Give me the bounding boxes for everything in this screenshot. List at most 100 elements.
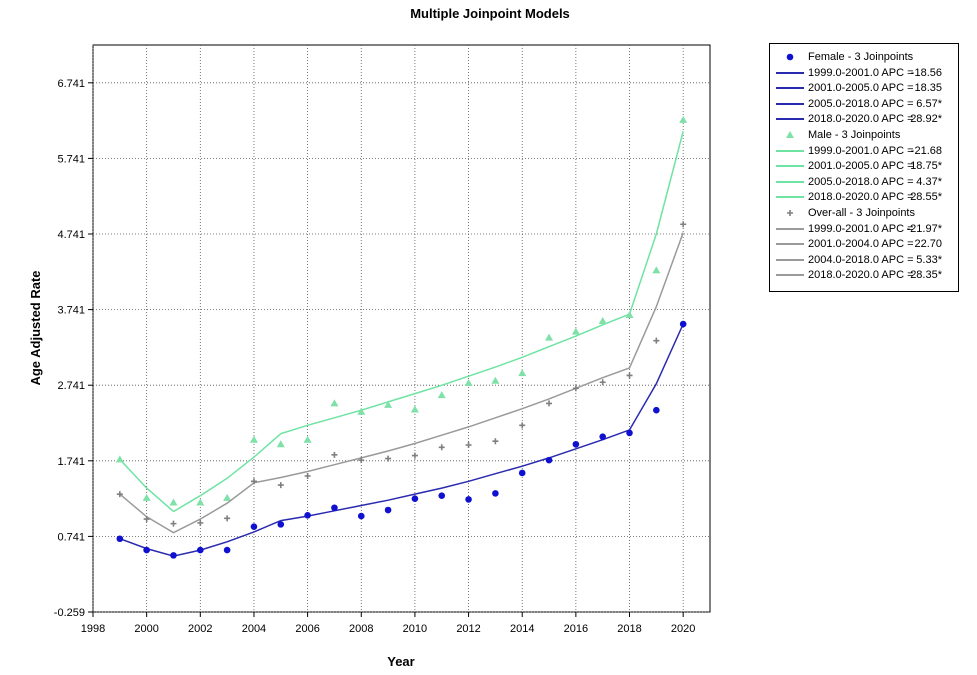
observed-point: [518, 469, 526, 477]
observed-point: [653, 337, 660, 344]
observed-point: [626, 372, 633, 379]
observed-point: [142, 493, 151, 501]
observed-point: [304, 472, 311, 479]
legend-segment-value: 6.57*: [916, 97, 942, 110]
x-tick-label: 2010: [403, 623, 427, 635]
observed-point: [303, 435, 312, 443]
observed-point: [545, 456, 553, 464]
series-layer: [115, 115, 688, 559]
observed-point: [385, 455, 392, 462]
observed-point: [411, 495, 419, 502]
legend-segment-value: -21.68: [910, 144, 942, 157]
legend-segment-entry: 2018.0-2020.0 APC = 28.55*: [770, 189, 958, 205]
legend-segment-entry: 2005.0-2018.0 APC = 4.37*: [770, 174, 958, 190]
legend-segment-label: 1999.0-2001.0 APC =: [808, 144, 914, 157]
observed-point: [384, 400, 393, 408]
y-tick-label: -0.259: [54, 607, 85, 619]
legend-segment-value: -18.56: [910, 66, 942, 79]
observed-point: [626, 429, 633, 437]
observed-point: [115, 455, 124, 463]
observed-point: [679, 320, 687, 328]
observed-point: [411, 452, 418, 459]
legend-line: [776, 180, 804, 183]
legend-segment-label: 2018.0-2020.0 APC =: [808, 269, 914, 282]
legend-segment-value: 28.92*: [910, 113, 942, 126]
legend-segment-value: 28.35*: [910, 269, 942, 282]
legend-segment-entry: 1999.0-2001.0 APC = -21.97*: [770, 221, 958, 237]
y-axis-ticks: -0.259 0.741 1.741 2.741 3.741 4.741 5.741 6.74…: [54, 78, 93, 619]
legend-segment-value: 18.75*: [910, 160, 942, 173]
observed-point: [250, 523, 258, 530]
y-axis-title: Age Adjusted Rate: [28, 270, 43, 385]
legend-marker: [786, 131, 794, 138]
legend-segment-value: 28.55*: [910, 191, 942, 204]
observed-point: [680, 221, 687, 228]
legend-line: [776, 71, 804, 74]
x-tick-label: 2020: [671, 623, 695, 635]
observed-point: [599, 379, 606, 386]
legend-segment-entry: 2018.0-2020.0 APC = 28.35*: [770, 267, 958, 283]
x-axis-ticks: 1998 2000 2002 2004 2006 2008 2010 2012 2014 2016…: [81, 612, 695, 635]
legend-series-entry: Male - 3 Joinpoints: [770, 127, 958, 143]
observed-point: [465, 442, 472, 448]
observed-point: [598, 317, 607, 325]
legend-series-name: Female - 3 Joinpoints: [808, 51, 914, 63]
observed-point: [438, 444, 445, 451]
x-tick-label: 2008: [349, 623, 373, 635]
legend-segment-label: 2005.0-2018.0 APC =: [808, 175, 914, 188]
observed-point: [492, 438, 499, 445]
y-tick-label: 2.741: [57, 380, 85, 392]
x-tick-label: 2002: [188, 623, 212, 635]
observed-point: [464, 379, 473, 387]
observed-point: [384, 506, 392, 514]
observed-point: [572, 440, 580, 448]
observed-point: [331, 451, 338, 458]
observed-point: [331, 504, 338, 512]
observed-point: [169, 498, 178, 506]
legend-line: [776, 102, 804, 105]
legend-segment-entry: 2001.0-2004.0 APC = 22.70: [770, 236, 958, 252]
y-tick-label: 5.741: [57, 153, 85, 165]
observed-point: [277, 482, 284, 489]
legend-line: [776, 149, 804, 152]
observed-point: [652, 266, 661, 274]
legend-line: [776, 274, 804, 277]
y-tick-label: 4.741: [57, 229, 85, 241]
fitted-line: [119, 232, 684, 534]
series-2: [115, 115, 688, 513]
legend-marker-shape: [786, 131, 794, 138]
observed-point: [465, 496, 472, 503]
observed-point: [223, 493, 232, 501]
observed-point: [653, 406, 660, 414]
x-tick-label: 2012: [456, 623, 480, 635]
x-tick-label: 2016: [564, 623, 588, 635]
legend-segment-entry: 2001.0-2005.0 APC = 18.35: [770, 80, 958, 96]
legend-line: [776, 227, 804, 230]
x-tick-label: 2018: [617, 623, 641, 635]
legend-marker-shape: [786, 53, 794, 61]
observed-point: [518, 369, 527, 377]
observed-point: [491, 376, 500, 384]
legend-segment-label: 2004.0-2018.0 APC =: [808, 253, 914, 266]
legend-marker: [787, 210, 793, 216]
observed-point: [116, 535, 124, 543]
observed-point: [250, 478, 257, 485]
x-tick-label: 2014: [510, 623, 534, 635]
legend-segment-entry: 2004.0-2018.0 APC = 5.33*: [770, 252, 958, 268]
observed-point: [170, 552, 177, 559]
observed-point: [276, 440, 285, 448]
legend-segment-entry: 1999.0-2001.0 APC = -21.68: [770, 143, 958, 159]
x-axis-title: Year: [387, 654, 414, 669]
y-tick-label: 0.741: [57, 531, 85, 543]
legend-segment-label: 2005.0-2018.0 APC =: [808, 97, 914, 110]
legend-segment-value: 4.37*: [916, 175, 942, 188]
x-tick-label: 1998: [81, 623, 105, 635]
observed-point: [224, 515, 231, 522]
legend: Female - 3 Joinpoints 1999.0-2001.0 APC =…: [769, 43, 959, 292]
observed-point: [572, 385, 579, 392]
observed-point: [357, 512, 365, 520]
legend-line: [776, 87, 804, 90]
legend-segment-entry: 2005.0-2018.0 APC = 6.57*: [770, 96, 958, 112]
observed-point: [357, 407, 366, 415]
